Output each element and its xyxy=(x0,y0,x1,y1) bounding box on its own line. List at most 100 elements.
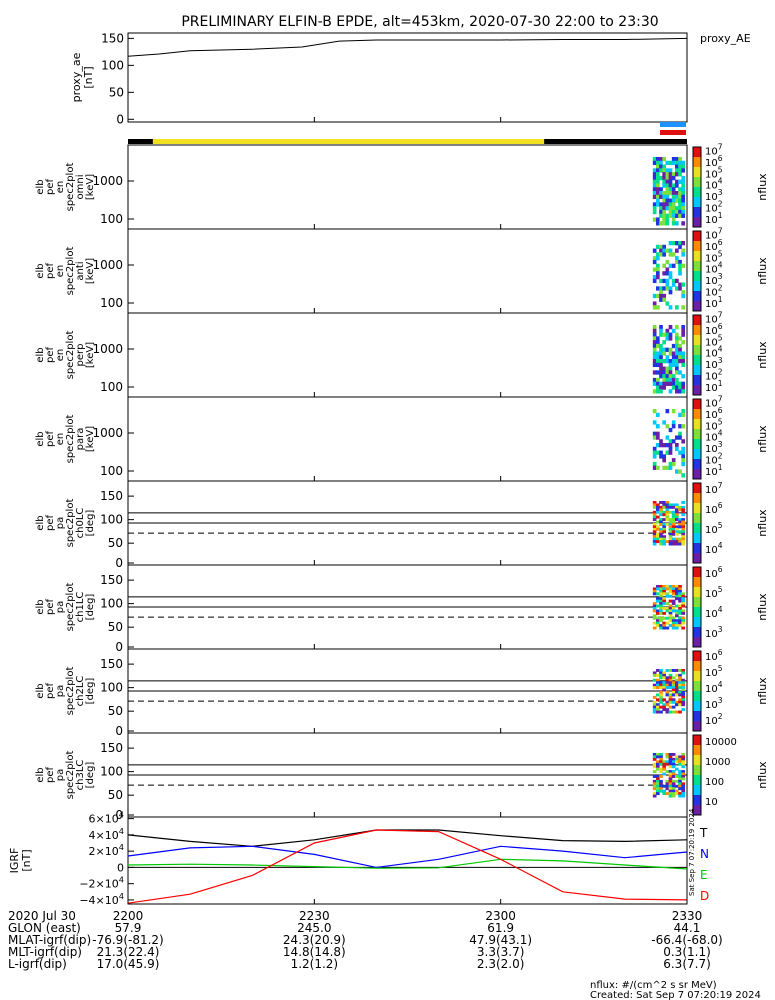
spec-cell xyxy=(675,693,679,697)
spec-cell xyxy=(659,290,663,295)
spec-cell xyxy=(675,191,679,196)
colorbar-segment xyxy=(693,187,701,198)
spec-cell xyxy=(681,209,686,215)
spec-cell xyxy=(678,355,682,360)
spec-cell xyxy=(671,669,676,672)
spec-cell xyxy=(681,385,686,390)
spec-cell xyxy=(678,209,682,215)
spec-cell xyxy=(656,592,660,596)
ephem-cell: 47.9(43.1) xyxy=(469,933,532,947)
spec-cell xyxy=(665,708,670,712)
spec-cell xyxy=(681,527,686,531)
ytick-label: 0 xyxy=(115,556,123,570)
spec-cell xyxy=(662,537,667,541)
spec-cell xyxy=(678,206,682,211)
colorbar-tick-label: 106 xyxy=(705,406,723,421)
spec-cell xyxy=(665,515,670,519)
colorbar-tick-label: 103 xyxy=(705,696,723,711)
spec-cell xyxy=(656,527,660,531)
spec-cell xyxy=(668,532,673,536)
spec-cell xyxy=(665,678,670,682)
spec-cell xyxy=(662,374,667,379)
spec-cell xyxy=(656,172,660,177)
spec-cell xyxy=(665,172,670,177)
spec-cell xyxy=(678,508,682,512)
spec-cell xyxy=(656,609,660,613)
plot-title: PRELIMINARY ELFIN-B EPDE, alt=453km, 202… xyxy=(181,14,658,30)
spec-cell xyxy=(665,424,670,429)
spec-cell xyxy=(668,439,673,444)
spec-cell xyxy=(678,698,682,702)
colorbar-segment xyxy=(693,765,701,776)
colorbar-segment xyxy=(693,701,701,712)
spec-cell xyxy=(652,340,657,345)
spec-cell xyxy=(678,755,682,759)
ytick-label: 0 xyxy=(115,640,123,654)
spec-cell xyxy=(652,293,657,299)
spec-cell xyxy=(675,160,679,166)
panel-frame xyxy=(127,228,688,314)
spec-cell xyxy=(659,693,663,697)
ylabel-line: pef xyxy=(45,347,56,364)
ylabel-line: ch1LC xyxy=(75,592,86,623)
spec-cell xyxy=(659,669,663,672)
spec-cell xyxy=(678,772,682,776)
spec-cell xyxy=(678,609,682,613)
ylabel-line: pef xyxy=(45,767,56,784)
spec-cell xyxy=(652,532,657,536)
spec-cell xyxy=(662,332,667,337)
ytick-label: −4×104 xyxy=(79,891,124,907)
spec-cell xyxy=(665,616,670,620)
spec-cell xyxy=(681,160,686,166)
spec-cell xyxy=(681,594,686,598)
ylabel-line: pa xyxy=(55,769,66,781)
spec-cell xyxy=(656,755,660,759)
spec-cell xyxy=(681,757,686,761)
spec-cell xyxy=(656,183,660,188)
spec-cell xyxy=(678,624,682,628)
colorbar-segment xyxy=(693,449,701,460)
spec-cell xyxy=(681,669,686,672)
spec-cell xyxy=(675,589,679,593)
spec-ylabel: elb pef en spec2plot anti [keV] xyxy=(35,247,96,296)
spec-cell xyxy=(652,409,657,414)
colorbar-segment xyxy=(693,691,701,702)
spec-cell xyxy=(671,209,676,215)
ephem-cell: 2200 xyxy=(113,909,144,923)
spec-cell xyxy=(665,770,670,774)
spec-cell xyxy=(678,611,682,615)
spec-cell xyxy=(668,619,673,623)
spec-cell xyxy=(668,252,673,257)
spec-cell xyxy=(668,678,673,682)
spec-cell xyxy=(656,616,660,620)
spec-cell xyxy=(668,607,673,610)
spec-cell xyxy=(668,213,673,218)
spec-cell xyxy=(662,465,667,470)
colorbar-frame xyxy=(692,734,702,816)
spec-cell xyxy=(681,708,686,712)
spec-cell xyxy=(659,443,663,448)
spec-cell xyxy=(659,624,663,628)
spec-cell xyxy=(652,518,657,522)
spec-cell xyxy=(656,705,660,709)
spec-cell xyxy=(656,465,660,470)
spec-cell xyxy=(656,678,660,682)
spec-cell xyxy=(675,669,679,672)
spec-cell xyxy=(665,510,670,514)
colorbar-tick-label: 104 xyxy=(705,177,723,192)
spec-panel-ch2LC: elb pef pa spec2plot ch2LC [deg]1501005001061… xyxy=(35,648,769,738)
ytick-label: 2×104 xyxy=(89,842,124,858)
spec-cell xyxy=(675,278,679,284)
spec-cell xyxy=(656,681,660,685)
spec-cell xyxy=(675,700,679,704)
spec-cell xyxy=(662,458,667,463)
spec-cell xyxy=(656,753,660,756)
spec-cell xyxy=(652,513,657,517)
spec-cell xyxy=(652,336,657,341)
spec-cell xyxy=(656,435,660,440)
spec-cell xyxy=(675,377,679,383)
ylabel-line: en xyxy=(55,349,66,362)
spec-cell xyxy=(665,259,670,265)
spec-cell xyxy=(678,202,682,207)
